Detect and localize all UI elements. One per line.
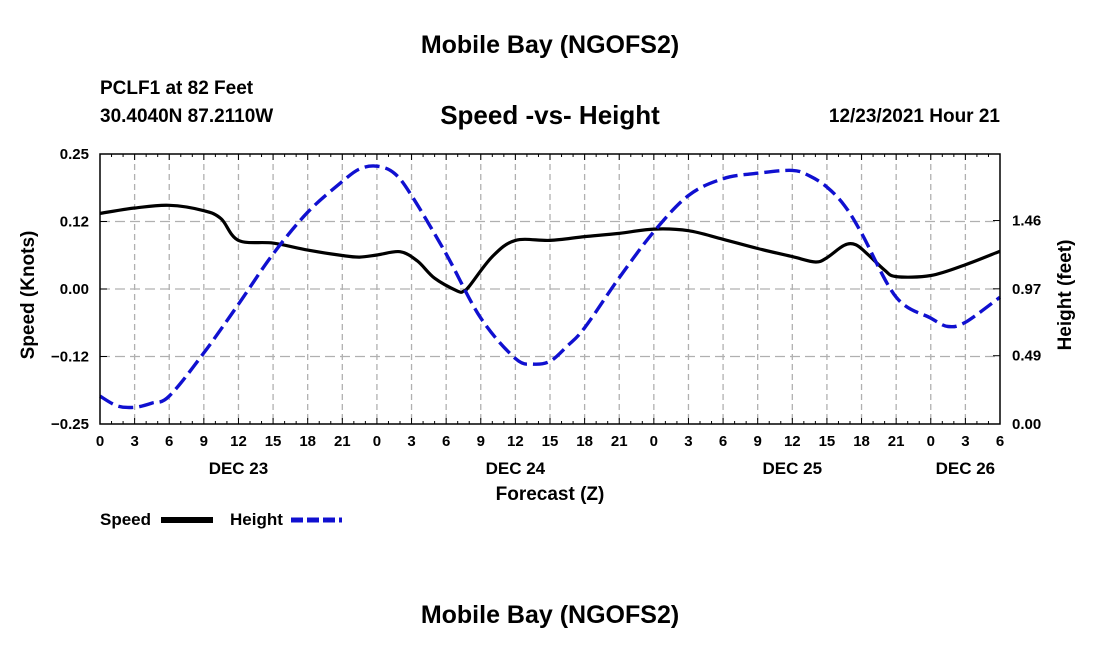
y-tick-label-left: −0.25 (51, 416, 89, 433)
x-tick-label: 6 (442, 433, 450, 450)
x-tick-label: 6 (165, 433, 173, 450)
y-axis-title-right: Height (feet) (1055, 240, 1076, 351)
x-tick-label: 3 (407, 433, 415, 450)
axis-ticks (99, 153, 1001, 425)
chart-title: Speed -vs- Height (440, 100, 660, 130)
x-tick-label: 9 (200, 433, 208, 450)
x-tick-label: 9 (754, 433, 762, 450)
x-axis-title: Forecast (Z) (496, 484, 605, 505)
x-tick-label: 3 (684, 433, 692, 450)
x-tick-label: 15 (542, 433, 559, 450)
x-tick-label: 18 (853, 433, 870, 450)
x-tick-label: 21 (888, 433, 905, 450)
height-series-line (99, 164, 1001, 410)
legend-speed-swatch (161, 517, 213, 523)
y-tick-label-right: 0.97 (1012, 281, 1041, 298)
legend-height-swatch (291, 517, 342, 523)
axis-labels: 0 3 6 9 12 15 18 21 0 3 6 9 12 15 18 21 0 3 6 9 12 15 18 21 0 3 60… (18, 146, 1076, 505)
x-tick-label: 0 (650, 433, 658, 450)
x-tick-label: 0 (927, 433, 935, 450)
y-axis-title-left: Speed (Knots) (18, 231, 39, 360)
y-tick-label-left: 0.12 (60, 214, 89, 231)
y-tick-label-left: 0.25 (60, 146, 89, 163)
date-label: DEC 23 (209, 459, 269, 478)
legend-speed-label: Speed (100, 510, 152, 529)
x-tick-label: 12 (507, 433, 524, 450)
x-tick-label: 0 (96, 433, 104, 450)
data-series (99, 164, 1001, 410)
x-tick-label: 12 (784, 433, 801, 450)
forecast-date: 12/23/2021 Hour 21 (828, 106, 1000, 127)
x-tick-label: 0 (373, 433, 381, 450)
y-tick-label-right: 1.46 (1012, 213, 1041, 230)
x-tick-label: 9 (477, 433, 485, 450)
x-tick-label: 15 (265, 433, 282, 450)
y-tick-label-right: 0.49 (1012, 348, 1041, 365)
y-tick-label-left: 0.00 (60, 281, 89, 298)
speed-series-line (99, 203, 1001, 294)
x-tick-label: 3 (961, 433, 969, 450)
x-tick-label: 18 (576, 433, 593, 450)
station-name: PCLF1 at 82 Feet (100, 78, 254, 99)
x-tick-label: 21 (611, 433, 628, 450)
x-tick-label: 6 (719, 433, 727, 450)
grid-lines (100, 154, 1000, 424)
x-tick-label: 6 (996, 433, 1004, 450)
date-label: DEC 26 (936, 459, 996, 478)
x-tick-label: 3 (130, 433, 138, 450)
x-tick-label: 15 (819, 433, 836, 450)
date-label: DEC 25 (763, 459, 823, 478)
x-tick-label: 12 (230, 433, 247, 450)
legend-height-label: Height (230, 510, 283, 529)
x-tick-label: 21 (334, 433, 351, 450)
y-tick-label-right: 0.00 (1012, 416, 1041, 433)
station-coordinates: 30.4040N 87.2110W (100, 106, 274, 127)
page-title-top: Mobile Bay (NGOFS2) (420, 31, 680, 59)
x-tick-label: 18 (299, 433, 316, 450)
y-tick-label-left: −0.12 (51, 349, 89, 366)
date-label: DEC 24 (486, 459, 546, 478)
page-title-bottom: Mobile Bay (NGOFS2) (420, 601, 680, 629)
